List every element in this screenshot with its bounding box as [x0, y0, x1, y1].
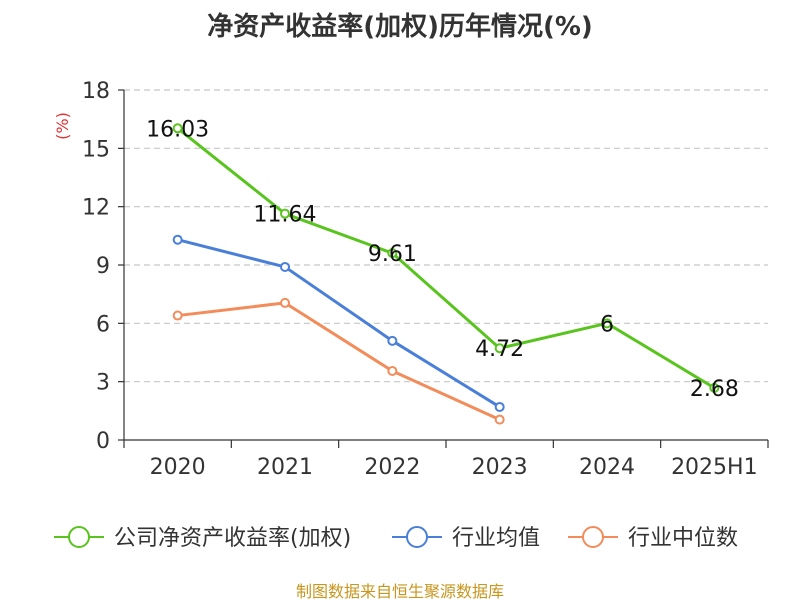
series-line-0 [176, 127, 716, 390]
y-tick-label-5: 15 [82, 137, 110, 162]
series-2-point-2 [387, 365, 398, 376]
axes: 0 3 6 9 12 15 18 2020 2021 2022 2023 2024 2025H1 [82, 79, 769, 480]
x-tick-label-0: 2020 [150, 455, 206, 480]
x-tick-label-4: 2024 [579, 455, 635, 480]
legend-marker-0 [68, 526, 90, 548]
series-1-point-1 [280, 261, 290, 272]
series-0-point-5 [709, 382, 720, 393]
series-line-2 [177, 301, 501, 421]
legend: 公司净资产收益率(加权) 行业均值 行业中位数 [54, 526, 738, 551]
data-labels: 16.03 11.64 9.61 4.72 6 2.68 [146, 117, 739, 402]
x-tick-label-1: 2021 [257, 455, 313, 480]
legend-label-0: 公司净资产收益率(加权) [114, 526, 351, 551]
series-1-point-2 [387, 335, 398, 346]
data-label-4: 6 [600, 312, 614, 337]
grid-lines [124, 89, 768, 383]
data-label-2: 9.61 [368, 242, 417, 267]
data-label-5: 2.68 [690, 377, 739, 402]
y-axis-unit-label: (%) [53, 112, 72, 140]
y-tick-label-3: 9 [96, 254, 110, 279]
source-note: 制图数据来自恒生聚源数据库 [295, 582, 504, 601]
legend-label-1: 行业均值 [452, 526, 540, 551]
x-tick-label-2: 2022 [364, 455, 420, 480]
series-1-point-0 [172, 234, 183, 245]
series-0-point-0 [172, 123, 183, 134]
series-2-point-3 [494, 414, 505, 425]
series-0-point-3 [494, 343, 505, 354]
series-0-point-2 [387, 248, 398, 259]
y-tick-label-2: 6 [96, 312, 110, 337]
series-1-point-3 [494, 401, 505, 412]
data-label-3: 4.72 [475, 337, 524, 362]
series-0-point-1 [280, 208, 290, 219]
series-2-point-1 [280, 297, 290, 308]
y-tick-label-1: 3 [96, 371, 110, 396]
series-2-point-0 [172, 310, 183, 321]
series-line-1 [177, 238, 501, 409]
x-tick-label-3: 2023 [472, 455, 528, 480]
series-0-point-4 [602, 318, 612, 329]
y-tick-label-0: 0 [96, 429, 110, 454]
y-tick-label-4: 12 [82, 196, 110, 221]
legend-marker-1 [406, 526, 428, 548]
data-label-0: 16.03 [146, 117, 209, 142]
data-label-1: 11.64 [254, 203, 317, 228]
series-layer [172, 123, 720, 425]
y-tick-label-6: 18 [82, 79, 110, 104]
chart-title: 净资产收益率(加权)历年情况(%) [207, 12, 593, 42]
x-tick-label-5: 2025H1 [671, 455, 758, 480]
legend-marker-2 [582, 526, 604, 548]
legend-label-2: 行业中位数 [628, 526, 738, 551]
